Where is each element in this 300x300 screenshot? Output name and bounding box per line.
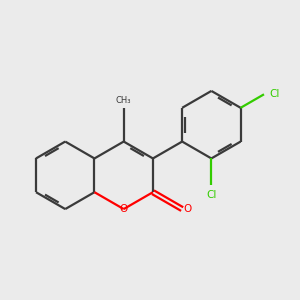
Text: Cl: Cl <box>269 89 280 99</box>
Text: O: O <box>183 204 192 214</box>
Text: Cl: Cl <box>206 190 217 200</box>
Text: CH₃: CH₃ <box>116 96 131 105</box>
Text: O: O <box>120 204 128 214</box>
